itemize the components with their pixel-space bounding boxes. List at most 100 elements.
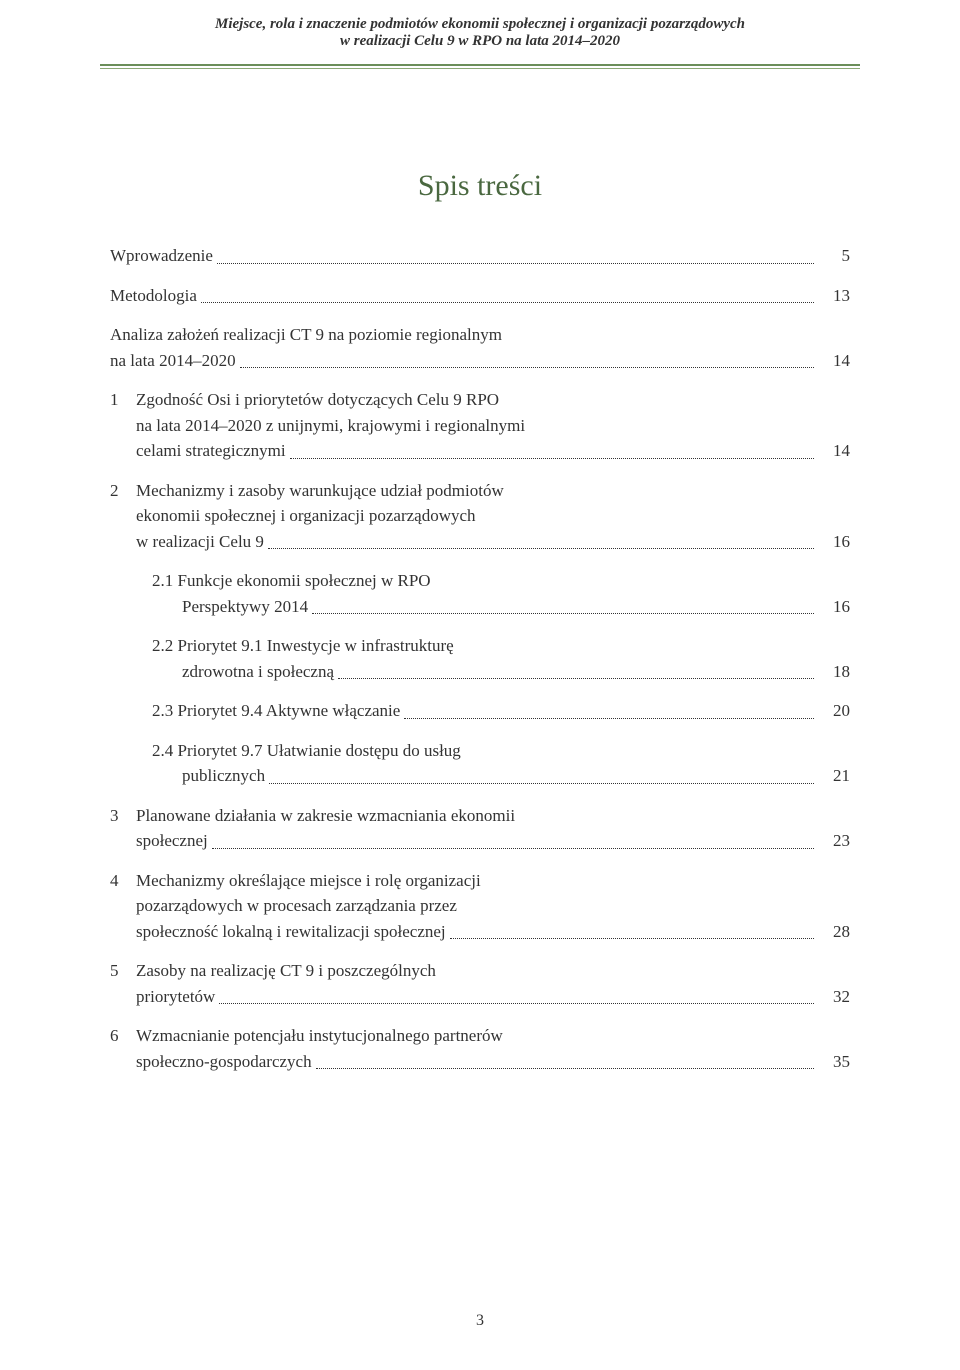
toc-last-line: społeczność lokalną i rewitalizacji społ… bbox=[136, 919, 850, 945]
toc-page: 18 bbox=[818, 659, 850, 685]
toc-text: na lata 2014–2020 bbox=[110, 348, 236, 374]
toc-entry: 6Wzmacnianie potencjału instytucjonalneg… bbox=[110, 1023, 850, 1074]
toc-text-wrap: Planowane działania w zakresie wzmacnian… bbox=[136, 803, 850, 854]
toc-text: priorytetów bbox=[136, 984, 215, 1010]
toc-last-line: 2.3 Priorytet 9.4 Aktywne włączanie 20 bbox=[152, 698, 850, 724]
toc-text-line: pozarządowych w procesach zarządzania pr… bbox=[136, 893, 850, 919]
toc-last-line: Metodologia 13 bbox=[110, 283, 850, 309]
toc-text-wrap: Analiza założeń realizacji CT 9 na pozio… bbox=[110, 322, 850, 373]
toc-text-line: na lata 2014–2020 z unijnymi, krajowymi … bbox=[136, 413, 850, 439]
toc-last-line: Perspektywy 2014 16 bbox=[152, 594, 850, 620]
toc-entry: 2.2 Priorytet 9.1 Inwestycje w infrastru… bbox=[110, 633, 850, 684]
toc-text-wrap: Wprowadzenie 5 bbox=[110, 243, 850, 269]
toc-dots bbox=[212, 848, 814, 849]
toc-entry: 2.3 Priorytet 9.4 Aktywne włączanie 20 bbox=[110, 698, 850, 724]
toc-last-line: zdrowotna i społeczną 18 bbox=[152, 659, 850, 685]
toc-page: 28 bbox=[818, 919, 850, 945]
toc-text: społeczno-gospodarczych bbox=[136, 1049, 312, 1075]
toc-text: Perspektywy 2014 bbox=[152, 594, 308, 620]
toc-number: 1 bbox=[110, 387, 136, 413]
toc-text-wrap: 2.3 Priorytet 9.4 Aktywne włączanie 20 bbox=[152, 698, 850, 724]
toc-dots bbox=[219, 1003, 814, 1004]
toc-page: 20 bbox=[818, 698, 850, 724]
toc-text-line: ekonomii społecznej i organizacji pozarz… bbox=[136, 503, 850, 529]
toc-number: 5 bbox=[110, 958, 136, 984]
toc-text-wrap: Wzmacnianie potencjału instytucjonalnego… bbox=[136, 1023, 850, 1074]
toc-entry: Analiza założeń realizacji CT 9 na pozio… bbox=[110, 322, 850, 373]
toc-text-line: Wzmacnianie potencjału instytucjonalnego… bbox=[136, 1023, 850, 1049]
page-title: Spis treści bbox=[110, 169, 850, 203]
toc-last-line: priorytetów 32 bbox=[136, 984, 850, 1010]
page-number: 3 bbox=[0, 1312, 960, 1330]
toc-page: 14 bbox=[818, 438, 850, 464]
toc-last-line: społeczno-gospodarczych 35 bbox=[136, 1049, 850, 1075]
toc-text-wrap: 2.1 Funkcje ekonomii społecznej w RPOPer… bbox=[152, 568, 850, 619]
toc-entry: Wprowadzenie 5 bbox=[110, 243, 850, 269]
toc-dots bbox=[290, 458, 814, 459]
toc-dots bbox=[312, 613, 814, 614]
toc-last-line: w realizacji Celu 9 16 bbox=[136, 529, 850, 555]
toc-text-wrap: Zgodność Osi i priorytetów dotyczących C… bbox=[136, 387, 850, 464]
toc-number: 3 bbox=[110, 803, 136, 829]
toc-text-line: Analiza założeń realizacji CT 9 na pozio… bbox=[110, 322, 850, 348]
toc-dots bbox=[217, 263, 814, 264]
toc-last-line: publicznych 21 bbox=[152, 763, 850, 789]
toc-dots bbox=[240, 367, 814, 368]
toc-text-line: Mechanizmy określające miejsce i rolę or… bbox=[136, 868, 850, 894]
toc-entry: 2.4 Priorytet 9.7 Ułatwianie dostępu do … bbox=[110, 738, 850, 789]
toc-page: 16 bbox=[818, 594, 850, 620]
toc-text-wrap: Zasoby na realizację CT 9 i poszczególny… bbox=[136, 958, 850, 1009]
toc-entry: 4Mechanizmy określające miejsce i rolę o… bbox=[110, 868, 850, 945]
toc-page: 5 bbox=[818, 243, 850, 269]
toc-text-line: Zasoby na realizację CT 9 i poszczególny… bbox=[136, 958, 850, 984]
toc-page: 32 bbox=[818, 984, 850, 1010]
toc-text: 2.3 Priorytet 9.4 Aktywne włączanie bbox=[152, 698, 400, 724]
toc-last-line: społecznej 23 bbox=[136, 828, 850, 854]
toc-text-line: Planowane działania w zakresie wzmacnian… bbox=[136, 803, 850, 829]
toc-dots bbox=[268, 548, 814, 549]
toc-dots bbox=[201, 302, 814, 303]
toc-page: 14 bbox=[818, 348, 850, 374]
toc-entry: 2Mechanizmy i zasoby warunkujące udział … bbox=[110, 478, 850, 555]
toc-text-line: Mechanizmy i zasoby warunkujące udział p… bbox=[136, 478, 850, 504]
toc-text-wrap: 2.2 Priorytet 9.1 Inwestycje w infrastru… bbox=[152, 633, 850, 684]
toc-text: celami strategicznymi bbox=[136, 438, 286, 464]
toc-text-line: 2.4 Priorytet 9.7 Ułatwianie dostępu do … bbox=[152, 738, 850, 764]
toc-text-line: Zgodność Osi i priorytetów dotyczących C… bbox=[136, 387, 850, 413]
toc-dots bbox=[269, 783, 814, 784]
toc-page: 13 bbox=[818, 283, 850, 309]
table-of-contents: Wprowadzenie5Metodologia13Analiza założe… bbox=[110, 243, 850, 1074]
toc-last-line: Wprowadzenie 5 bbox=[110, 243, 850, 269]
toc-text-wrap: Mechanizmy określające miejsce i rolę or… bbox=[136, 868, 850, 945]
toc-last-line: celami strategicznymi 14 bbox=[136, 438, 850, 464]
page-header: Miejsce, rola i znaczenie podmiotów ekon… bbox=[0, 0, 960, 58]
toc-text-wrap: 2.4 Priorytet 9.7 Ułatwianie dostępu do … bbox=[152, 738, 850, 789]
toc-page: 35 bbox=[818, 1049, 850, 1075]
toc-entry: 5Zasoby na realizację CT 9 i poszczególn… bbox=[110, 958, 850, 1009]
toc-dots bbox=[338, 678, 814, 679]
toc-entry: Metodologia 13 bbox=[110, 283, 850, 309]
toc-number: 6 bbox=[110, 1023, 136, 1049]
header-line2: w realizacji Celu 9 w RPO na lata 2014–2… bbox=[100, 33, 860, 50]
header-line1: Miejsce, rola i znaczenie podmiotów ekon… bbox=[100, 16, 860, 33]
toc-dots bbox=[450, 938, 814, 939]
toc-page: 23 bbox=[818, 828, 850, 854]
toc-text: Wprowadzenie bbox=[110, 243, 213, 269]
toc-page: 21 bbox=[818, 763, 850, 789]
toc-text: Metodologia bbox=[110, 283, 197, 309]
toc-entry: 2.1 Funkcje ekonomii społecznej w RPOPer… bbox=[110, 568, 850, 619]
content-area: Spis treści Wprowadzenie5Metodologia13An… bbox=[0, 69, 960, 1128]
toc-text-wrap: Mechanizmy i zasoby warunkujące udział p… bbox=[136, 478, 850, 555]
toc-last-line: na lata 2014–2020 14 bbox=[110, 348, 850, 374]
toc-text-line: 2.1 Funkcje ekonomii społecznej w RPO bbox=[152, 568, 850, 594]
toc-entry: 3Planowane działania w zakresie wzmacnia… bbox=[110, 803, 850, 854]
toc-text: społecznej bbox=[136, 828, 208, 854]
toc-text: zdrowotna i społeczną bbox=[152, 659, 334, 685]
header-rule bbox=[100, 64, 860, 69]
rule-line bbox=[100, 64, 860, 69]
toc-text: publicznych bbox=[152, 763, 265, 789]
toc-page: 16 bbox=[818, 529, 850, 555]
toc-text-wrap: Metodologia 13 bbox=[110, 283, 850, 309]
toc-text: w realizacji Celu 9 bbox=[136, 529, 264, 555]
toc-text-line: 2.2 Priorytet 9.1 Inwestycje w infrastru… bbox=[152, 633, 850, 659]
